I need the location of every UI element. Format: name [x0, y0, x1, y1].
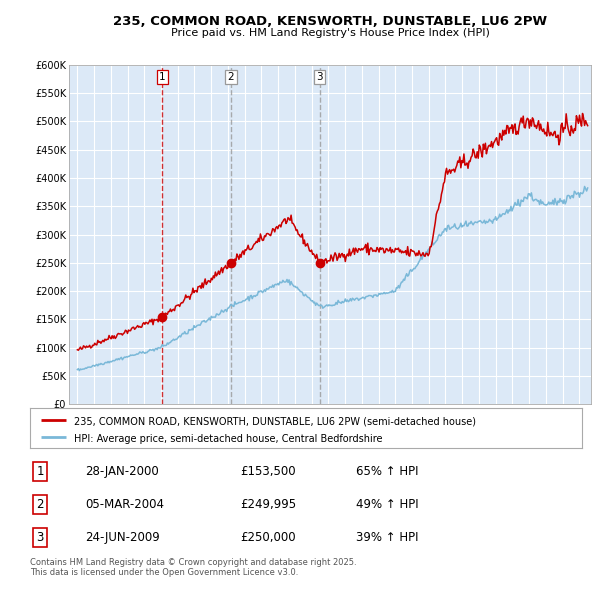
Text: £250,000: £250,000 [240, 531, 295, 544]
Text: 3: 3 [316, 72, 323, 82]
Text: £153,500: £153,500 [240, 465, 295, 478]
Text: 1: 1 [36, 465, 44, 478]
Text: 39% ↑ HPI: 39% ↑ HPI [356, 531, 418, 544]
Text: HPI: Average price, semi-detached house, Central Bedfordshire: HPI: Average price, semi-detached house,… [74, 434, 383, 444]
Text: 2: 2 [36, 498, 44, 511]
Text: 235, COMMON ROAD, KENSWORTH, DUNSTABLE, LU6 2PW: 235, COMMON ROAD, KENSWORTH, DUNSTABLE, … [113, 15, 547, 28]
Text: 3: 3 [36, 531, 44, 544]
Text: £249,995: £249,995 [240, 498, 296, 511]
Text: 05-MAR-2004: 05-MAR-2004 [85, 498, 164, 511]
Text: 65% ↑ HPI: 65% ↑ HPI [356, 465, 418, 478]
Text: 24-JUN-2009: 24-JUN-2009 [85, 531, 160, 544]
Text: 2: 2 [227, 72, 234, 82]
Text: 1: 1 [159, 72, 166, 82]
Text: Price paid vs. HM Land Registry's House Price Index (HPI): Price paid vs. HM Land Registry's House … [170, 28, 490, 38]
Text: Contains HM Land Registry data © Crown copyright and database right 2025.
This d: Contains HM Land Registry data © Crown c… [30, 558, 356, 577]
Text: 28-JAN-2000: 28-JAN-2000 [85, 465, 159, 478]
Text: 235, COMMON ROAD, KENSWORTH, DUNSTABLE, LU6 2PW (semi-detached house): 235, COMMON ROAD, KENSWORTH, DUNSTABLE, … [74, 416, 476, 426]
Text: 49% ↑ HPI: 49% ↑ HPI [356, 498, 418, 511]
